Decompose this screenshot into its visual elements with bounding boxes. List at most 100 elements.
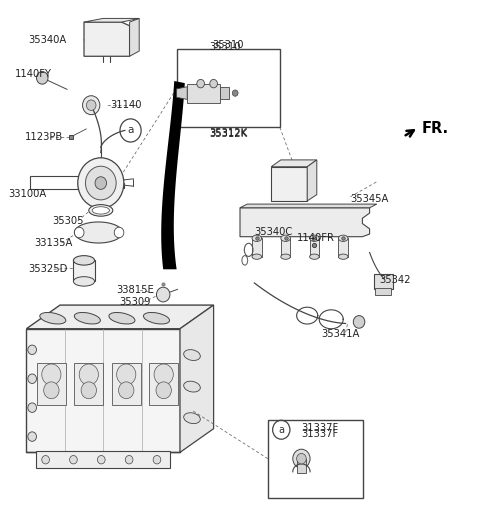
Text: 35312K: 35312K	[209, 128, 247, 139]
Ellipse shape	[184, 413, 200, 423]
Circle shape	[156, 287, 170, 302]
Circle shape	[86, 100, 96, 110]
Ellipse shape	[109, 312, 135, 324]
Circle shape	[210, 79, 217, 88]
Ellipse shape	[184, 381, 200, 392]
Circle shape	[119, 382, 134, 399]
Polygon shape	[271, 160, 317, 167]
Polygon shape	[84, 22, 130, 56]
Ellipse shape	[252, 254, 262, 259]
Text: 1140FR: 1140FR	[297, 233, 335, 244]
Ellipse shape	[40, 312, 66, 324]
Bar	[310, 238, 319, 257]
Text: a: a	[127, 125, 134, 136]
Text: 1123PB: 1123PB	[25, 132, 63, 142]
Ellipse shape	[144, 312, 169, 324]
Ellipse shape	[89, 205, 113, 216]
Polygon shape	[240, 208, 370, 237]
Ellipse shape	[74, 312, 100, 324]
Ellipse shape	[73, 277, 95, 286]
Ellipse shape	[92, 207, 109, 214]
Ellipse shape	[310, 235, 319, 241]
Text: 35305: 35305	[52, 216, 84, 226]
Bar	[220, 87, 229, 99]
Circle shape	[232, 90, 238, 96]
Polygon shape	[130, 18, 139, 56]
Circle shape	[353, 316, 365, 328]
Ellipse shape	[74, 222, 122, 243]
Text: 35340A: 35340A	[28, 35, 66, 45]
Text: FR.: FR.	[421, 122, 449, 136]
Text: 35340C: 35340C	[254, 227, 293, 238]
Text: 35345A: 35345A	[350, 194, 389, 204]
Text: 33100A: 33100A	[9, 188, 47, 199]
Text: 35310: 35310	[213, 40, 244, 50]
Circle shape	[28, 403, 36, 412]
Ellipse shape	[338, 235, 348, 241]
Text: 31337F: 31337F	[301, 423, 339, 433]
Bar	[112, 363, 141, 405]
Circle shape	[70, 456, 77, 464]
Polygon shape	[180, 305, 214, 452]
Circle shape	[28, 374, 36, 383]
Text: 33135A: 33135A	[35, 238, 73, 248]
Bar	[374, 274, 393, 289]
Circle shape	[42, 456, 49, 464]
Circle shape	[36, 72, 48, 84]
Text: 35310: 35310	[209, 42, 240, 53]
Circle shape	[153, 456, 161, 464]
Bar	[187, 84, 220, 103]
Polygon shape	[161, 81, 185, 269]
Circle shape	[154, 364, 173, 385]
Ellipse shape	[252, 235, 262, 241]
Text: 35342: 35342	[379, 275, 411, 285]
Text: a: a	[278, 424, 284, 435]
Bar	[375, 288, 391, 295]
Text: 35341A: 35341A	[322, 329, 360, 339]
Circle shape	[28, 432, 36, 441]
Text: 35309: 35309	[119, 297, 151, 307]
Bar	[37, 363, 66, 405]
Bar	[149, 363, 178, 405]
Ellipse shape	[338, 254, 348, 259]
Bar	[268, 420, 363, 498]
Bar	[73, 260, 95, 281]
Ellipse shape	[73, 256, 95, 265]
Text: 31140: 31140	[110, 100, 142, 110]
Bar	[36, 451, 170, 468]
Circle shape	[97, 456, 105, 464]
Bar	[297, 459, 306, 473]
Polygon shape	[26, 329, 180, 452]
Text: 33815E: 33815E	[116, 285, 154, 296]
Circle shape	[197, 79, 204, 88]
Text: 1140FY: 1140FY	[14, 68, 51, 79]
Polygon shape	[240, 204, 377, 208]
Circle shape	[28, 345, 36, 355]
Ellipse shape	[184, 350, 200, 360]
Circle shape	[83, 96, 100, 115]
Bar	[281, 238, 290, 257]
Polygon shape	[26, 305, 214, 329]
Circle shape	[114, 227, 124, 238]
Ellipse shape	[281, 235, 290, 241]
Circle shape	[42, 364, 61, 385]
Text: 31337F: 31337F	[301, 429, 339, 439]
Circle shape	[156, 382, 171, 399]
Circle shape	[79, 364, 98, 385]
Polygon shape	[84, 18, 139, 22]
Ellipse shape	[310, 254, 319, 259]
Circle shape	[44, 382, 59, 399]
Ellipse shape	[281, 254, 290, 259]
Circle shape	[297, 453, 306, 464]
Circle shape	[74, 227, 84, 238]
Bar	[338, 238, 348, 257]
Text: 35325D: 35325D	[28, 264, 67, 275]
Circle shape	[293, 449, 310, 468]
Bar	[177, 49, 280, 127]
Polygon shape	[177, 87, 187, 99]
Polygon shape	[307, 160, 317, 201]
Circle shape	[125, 456, 133, 464]
Text: 35312K: 35312K	[209, 127, 247, 138]
Bar	[74, 363, 103, 405]
Bar	[271, 167, 307, 201]
